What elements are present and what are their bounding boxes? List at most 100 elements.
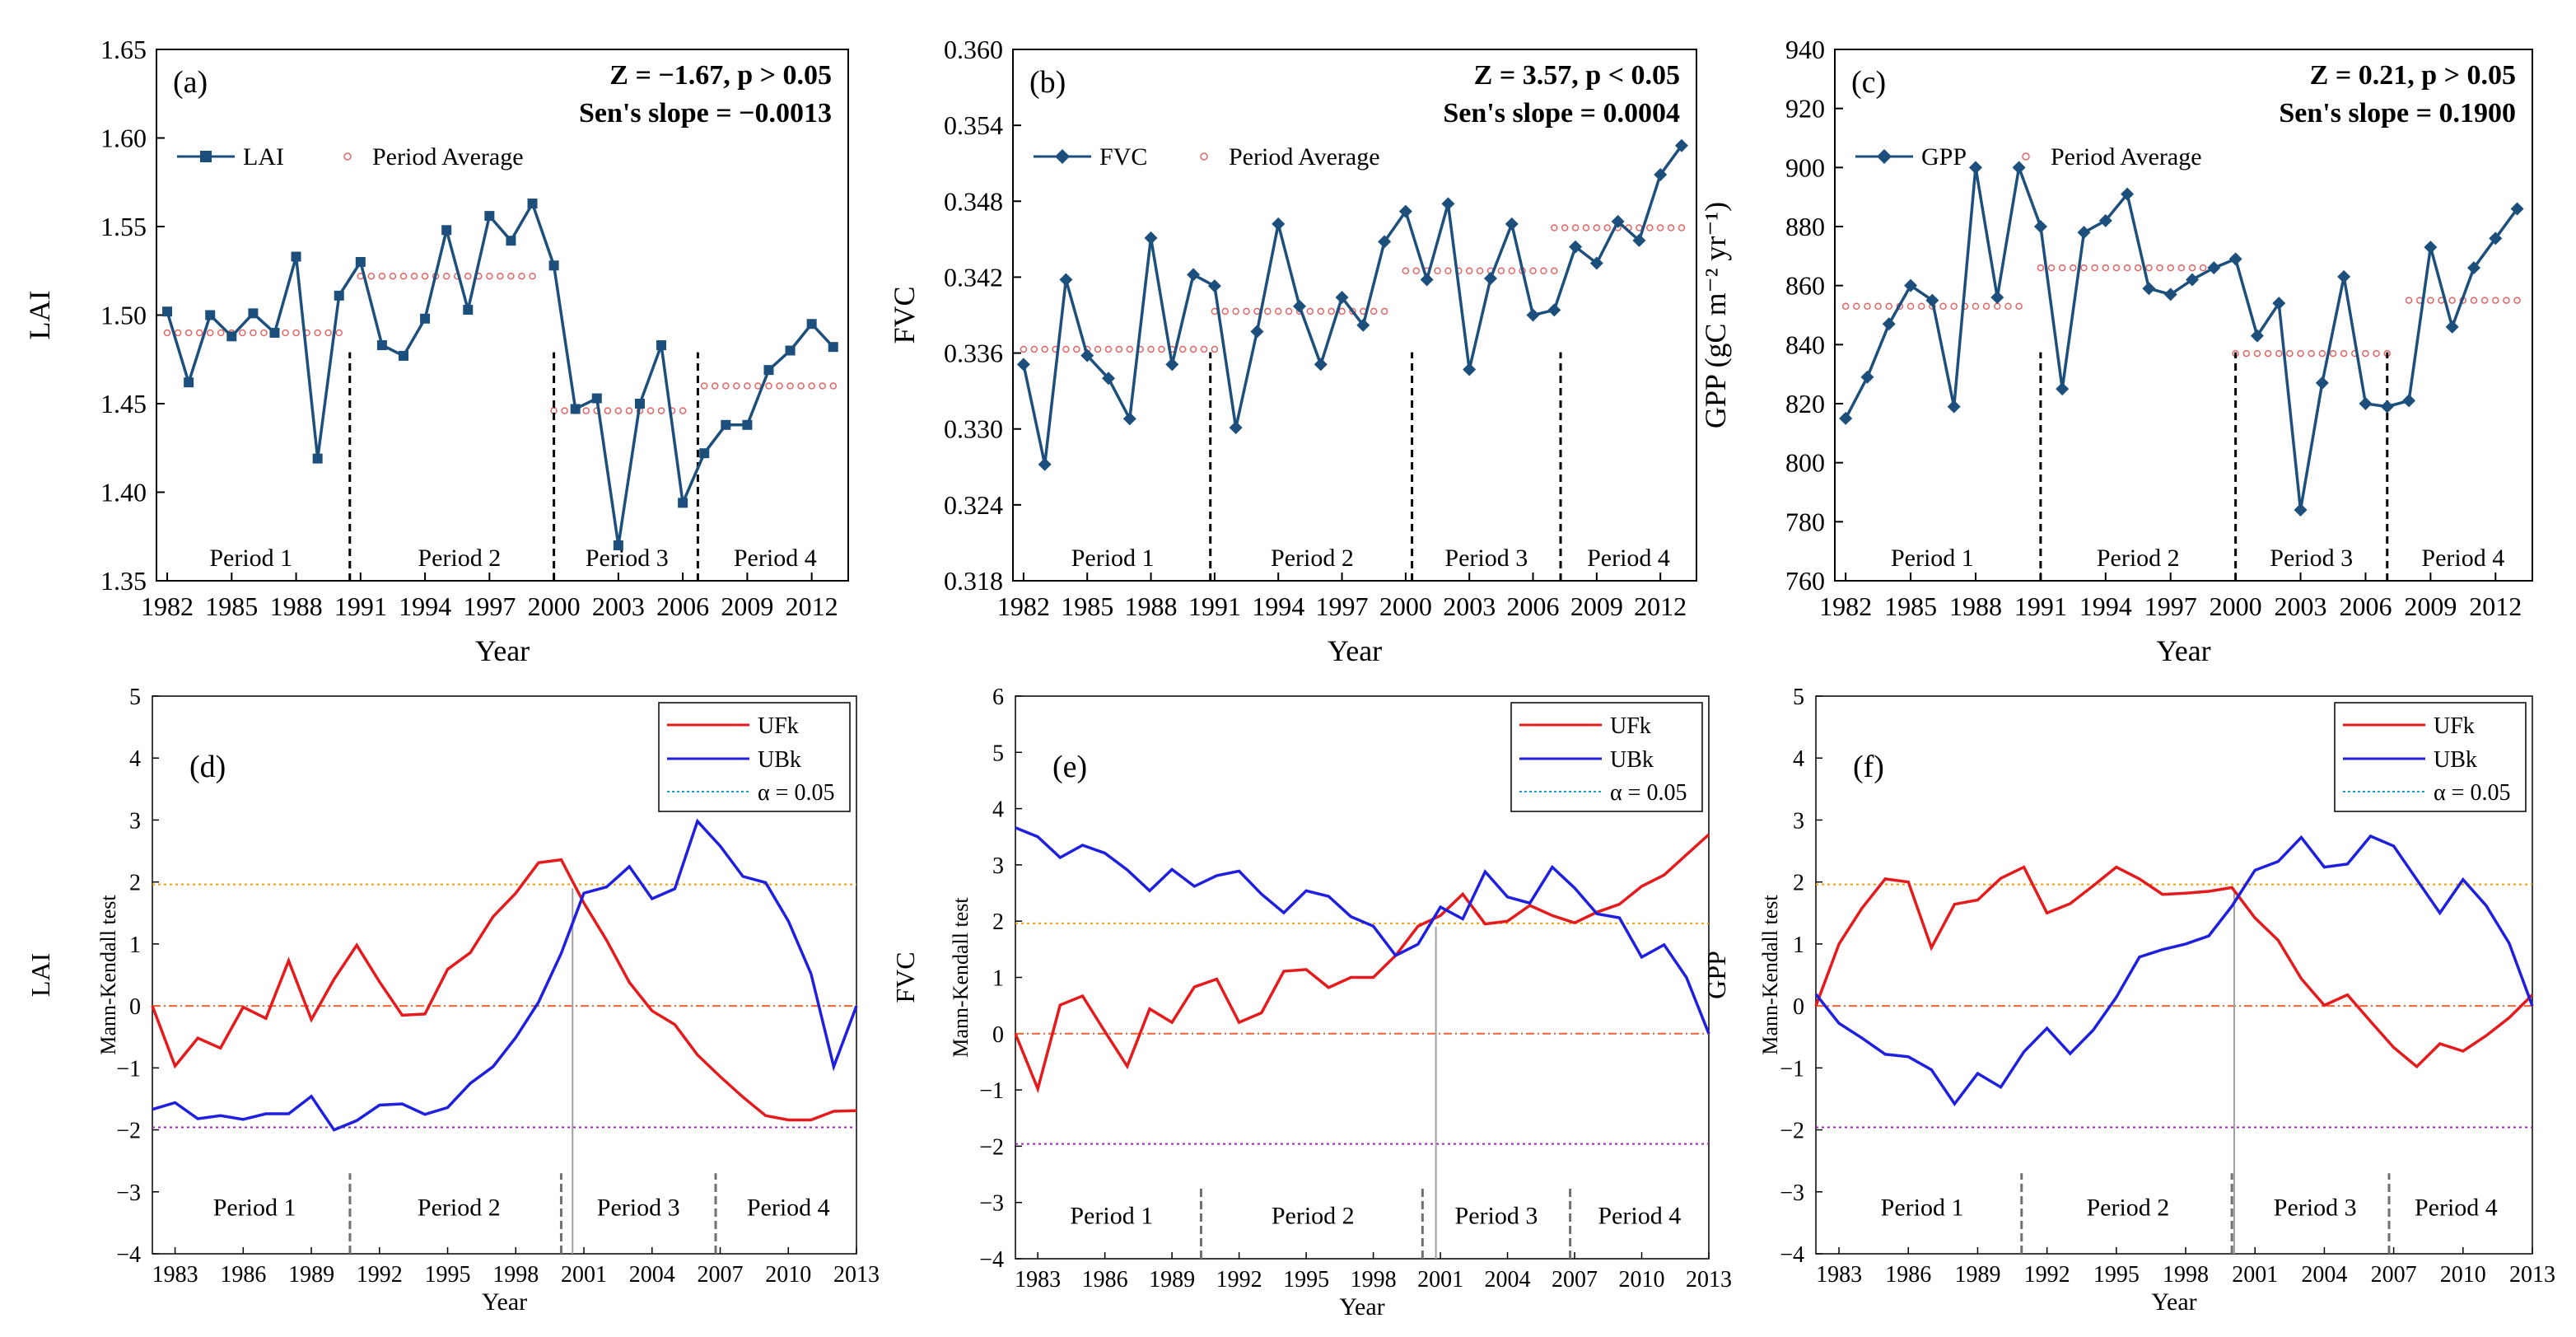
period-label: Period 4 <box>2415 1194 2498 1221</box>
x-tick-label: 1988 <box>270 591 323 621</box>
x-tick-label: 1989 <box>288 1262 334 1288</box>
legend-label-alpha: α = 0.05 <box>758 780 834 806</box>
x-tick-label: 2007 <box>1552 1267 1598 1293</box>
period-average-marker <box>1874 302 1882 310</box>
data-point <box>1187 268 1201 282</box>
period-average-marker <box>1020 345 1028 353</box>
data-point <box>1526 308 1540 322</box>
period-average-marker <box>625 407 633 414</box>
legend-average-marker <box>2022 152 2030 161</box>
panel-label: (e) <box>1052 750 1087 784</box>
period-label: Period 4 <box>734 545 817 572</box>
y-tick-label: 0.330 <box>944 414 1003 444</box>
y-tick-label: 800 <box>1785 448 1825 478</box>
data-point <box>1968 161 1982 175</box>
x-axis-title: Year <box>2156 634 2210 667</box>
plot-frame <box>156 49 849 582</box>
y-tick-label: 4 <box>1793 746 1804 772</box>
x-tick-label: 2010 <box>1619 1267 1665 1293</box>
y-tick-label: 2 <box>1793 871 1804 896</box>
x-tick-label: 1995 <box>2093 1262 2140 1288</box>
period-average-marker <box>1328 307 1335 316</box>
y-tick-label: −1 <box>116 1056 141 1082</box>
y-axis-subtitle: Mann-Kendall test <box>1758 895 1782 1055</box>
timeseries-panel: 0.318 0.324 0.330 0.336 0.342 0.348 0.354 0.360… <box>888 35 1697 667</box>
period-average-marker <box>2427 297 2434 304</box>
data-point <box>1569 240 1583 254</box>
period-average-marker <box>174 329 182 337</box>
period-average-marker <box>582 407 590 414</box>
x-axis-title: Year <box>1339 1293 1384 1321</box>
stats-z: Z = −1.67, p > 0.05 <box>609 60 832 91</box>
data-point <box>1654 168 1668 182</box>
period-average-marker <box>2047 264 2056 272</box>
period-average-marker <box>1646 224 1654 231</box>
period-average-marker <box>2503 297 2510 304</box>
y-tick-label: 0.336 <box>944 339 1003 368</box>
y-tick-label: 0.360 <box>944 35 1003 64</box>
data-point <box>463 305 474 316</box>
legend-label-average: Period Average <box>372 143 524 171</box>
period-average-marker <box>486 272 493 280</box>
period-average-marker <box>2448 297 2456 304</box>
x-axis-title: Year <box>2151 1288 2196 1316</box>
y-tick-label: 1.55 <box>100 212 147 241</box>
period-average-marker <box>1338 307 1346 316</box>
period-average-marker <box>1274 307 1282 316</box>
ubk-line <box>1015 826 1710 1035</box>
legend-label-ufk: UFk <box>1610 713 1651 739</box>
period-average-marker <box>1864 302 1871 310</box>
y-tick-label: −2 <box>1780 1119 1804 1144</box>
x-axis-title: Year <box>475 634 530 667</box>
period-label: Period 3 <box>586 545 669 572</box>
period-label: Period 1 <box>1071 545 1155 572</box>
data-point <box>2186 273 2200 287</box>
x-tick-label: 1986 <box>1885 1262 1931 1288</box>
period-average-marker <box>797 382 805 390</box>
legend-marker <box>200 151 212 162</box>
period-label: Period 1 <box>1881 1194 1964 1221</box>
period-average-marker <box>2362 349 2369 358</box>
x-tick-label: 2006 <box>656 591 709 621</box>
period-average-marker <box>2286 349 2294 358</box>
period-average-marker <box>2513 297 2521 304</box>
y-tick-label: 1.35 <box>100 566 147 596</box>
period-average-marker <box>2297 349 2304 358</box>
x-tick-label: 1998 <box>2163 1262 2209 1288</box>
panel-label: (d) <box>189 750 226 784</box>
period-average-marker <box>2340 349 2348 358</box>
legend-box <box>2334 702 2527 812</box>
period-label: Period 2 <box>2097 545 2180 572</box>
period-average-marker <box>1444 267 1452 274</box>
legend-label-ubk: UBk <box>758 747 801 773</box>
data-point <box>1080 348 1094 362</box>
x-tick-label: 2000 <box>1379 591 1432 621</box>
ubk-line <box>1814 834 2534 1106</box>
x-tick-label: 1982 <box>141 591 194 621</box>
data-point <box>226 331 237 342</box>
x-axis-title: Year <box>482 1288 527 1316</box>
y-tick-label: 900 <box>1785 152 1825 182</box>
x-tick-label: 2000 <box>2210 591 2262 621</box>
mann-kendall-panel: −4 −3 −2 −1 0 1 2 3 4 5 6 1983 1986 1989 1992 1995 1998 2… <box>890 685 1732 1321</box>
data-point <box>2098 213 2112 227</box>
x-tick-label: 2006 <box>1507 591 1560 621</box>
y-tick-label: 780 <box>1785 507 1825 536</box>
period-average-marker <box>2470 297 2478 304</box>
data-point <box>162 306 173 317</box>
series-line <box>1022 144 1683 465</box>
period-average-marker <box>195 329 203 337</box>
y-tick-label: −3 <box>116 1180 141 1206</box>
period-average-marker <box>217 329 225 337</box>
x-tick-label: 1988 <box>1125 591 1178 621</box>
data-point <box>2337 269 2351 283</box>
y-tick-label: −1 <box>979 1078 1004 1104</box>
period-average-marker <box>712 382 719 390</box>
data-point <box>2077 226 2091 240</box>
period-average-marker <box>2264 349 2272 358</box>
series-line <box>166 199 834 546</box>
period-average-marker <box>1841 302 1850 310</box>
x-tick-label: 2013 <box>1686 1267 1732 1293</box>
data-point <box>2272 297 2286 311</box>
y-tick-label: 1.40 <box>100 478 147 507</box>
